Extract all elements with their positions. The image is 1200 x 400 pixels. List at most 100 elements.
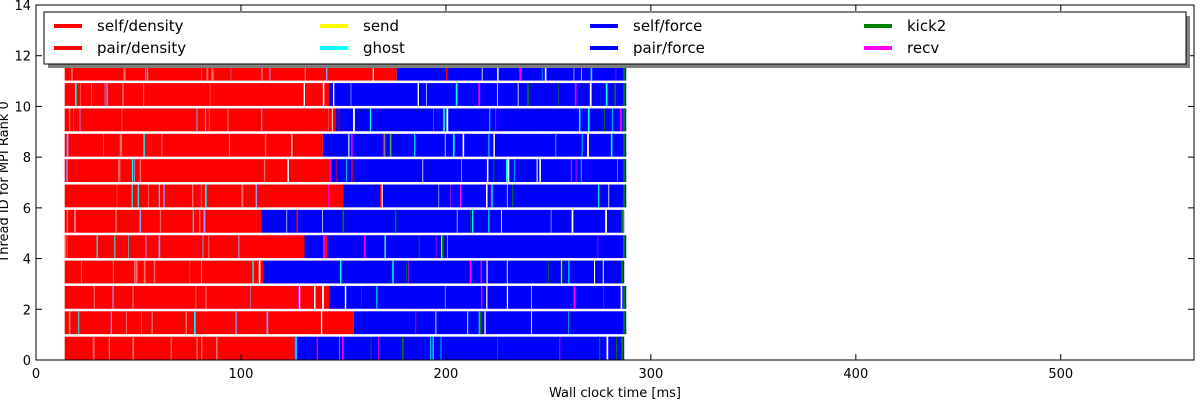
task-slice bbox=[212, 57, 214, 81]
task-slice bbox=[112, 260, 114, 284]
legend-label: pair/force bbox=[633, 39, 705, 57]
task-slice bbox=[497, 83, 498, 106]
task-slice bbox=[560, 260, 562, 284]
task-slice bbox=[208, 108, 210, 132]
task-slice bbox=[328, 311, 330, 335]
task-slice bbox=[486, 260, 488, 284]
task-slice bbox=[561, 260, 563, 284]
task-slice bbox=[612, 108, 613, 132]
task-slice bbox=[414, 133, 416, 157]
task-slice bbox=[139, 209, 142, 233]
task-slice bbox=[219, 260, 221, 284]
task-slice bbox=[350, 83, 352, 106]
task-slice bbox=[104, 83, 106, 106]
task-slice bbox=[291, 133, 293, 157]
task-slice bbox=[96, 235, 98, 259]
task-slice bbox=[456, 209, 458, 233]
task-slice bbox=[328, 184, 330, 208]
task-slice bbox=[148, 184, 150, 208]
task-slice bbox=[294, 336, 297, 360]
task-slice bbox=[127, 235, 129, 259]
force-task-bar bbox=[343, 184, 627, 208]
task-slice bbox=[131, 184, 133, 208]
task-slice bbox=[324, 235, 326, 259]
task-slice bbox=[269, 57, 271, 81]
task-slice bbox=[472, 209, 474, 233]
density-task-bar bbox=[64, 209, 262, 233]
task-slice bbox=[490, 184, 493, 208]
kick2-task-bar bbox=[623, 159, 626, 182]
task-slice bbox=[432, 336, 434, 360]
legend-box bbox=[43, 11, 1187, 65]
task-slice bbox=[79, 108, 81, 132]
force-task-bar bbox=[329, 285, 627, 309]
y-tick-label: 2 bbox=[23, 303, 31, 318]
kick2-task-bar bbox=[623, 285, 626, 309]
force-task-bar bbox=[329, 83, 627, 106]
kick2-task-bar bbox=[621, 209, 624, 233]
legend-label: send bbox=[363, 17, 399, 35]
kick2-task-bar bbox=[621, 260, 624, 284]
task-slice bbox=[298, 285, 300, 309]
task-slice bbox=[497, 336, 499, 360]
task-slice bbox=[527, 83, 529, 106]
task-slice bbox=[120, 133, 123, 157]
task-slice bbox=[114, 235, 116, 259]
task-slice bbox=[384, 133, 386, 157]
y-tick-label: 4 bbox=[23, 253, 31, 268]
task-slice bbox=[230, 57, 232, 81]
task-slice bbox=[378, 336, 380, 360]
task-slice bbox=[571, 209, 574, 233]
task-slice bbox=[158, 235, 161, 259]
task-slice bbox=[550, 209, 552, 233]
density-task-bar bbox=[64, 260, 264, 284]
force-task-bar bbox=[322, 133, 627, 157]
thread-row-4 bbox=[64, 235, 627, 259]
task-slice bbox=[151, 311, 153, 335]
task-slice bbox=[506, 285, 509, 309]
task-slice bbox=[329, 159, 331, 182]
kick2-task-bar bbox=[623, 184, 626, 208]
task-slice bbox=[122, 83, 124, 106]
task-slice bbox=[493, 159, 495, 182]
task-slice bbox=[261, 57, 263, 81]
task-slice bbox=[326, 57, 328, 81]
legend-label: ghost bbox=[363, 39, 405, 57]
task-slice bbox=[205, 285, 207, 309]
x-tick-label: 500 bbox=[1048, 367, 1073, 382]
task-slice bbox=[548, 260, 549, 284]
task-slice bbox=[481, 57, 483, 81]
task-slice bbox=[486, 285, 488, 309]
thread-row-10 bbox=[64, 83, 627, 106]
task-slice bbox=[447, 235, 448, 259]
task-slice bbox=[351, 133, 353, 157]
task-slice bbox=[145, 57, 147, 81]
density-task-bar bbox=[64, 159, 332, 182]
task-slice bbox=[137, 184, 139, 208]
task-slice bbox=[443, 108, 445, 132]
task-slice bbox=[384, 235, 386, 259]
task-slice bbox=[342, 336, 344, 360]
task-slice bbox=[143, 83, 145, 106]
thread-row-0 bbox=[64, 336, 625, 360]
task-slice bbox=[115, 209, 117, 233]
task-slice bbox=[93, 285, 95, 309]
kick2-task-bar bbox=[623, 133, 626, 157]
task-slice bbox=[608, 184, 610, 208]
x-axis-label: Wall clock time [ms] bbox=[549, 386, 681, 400]
task-slice bbox=[590, 57, 593, 81]
task-slice bbox=[263, 159, 266, 182]
task-slice bbox=[141, 311, 142, 335]
task-slice bbox=[74, 209, 76, 233]
axis-ticks: 0 100 200 300 400 500 0 2 4 6 8 10 12 14 bbox=[14, 0, 1194, 382]
task-slice bbox=[573, 57, 575, 81]
force-task-bar bbox=[261, 209, 625, 233]
force-task-bar bbox=[335, 108, 627, 132]
task-slice bbox=[445, 57, 448, 81]
task-slice bbox=[125, 311, 128, 335]
task-slice bbox=[541, 57, 543, 81]
task-slice bbox=[201, 336, 203, 360]
task-slice bbox=[426, 83, 427, 106]
thread-row-3 bbox=[64, 260, 625, 284]
task-slice bbox=[223, 209, 225, 233]
